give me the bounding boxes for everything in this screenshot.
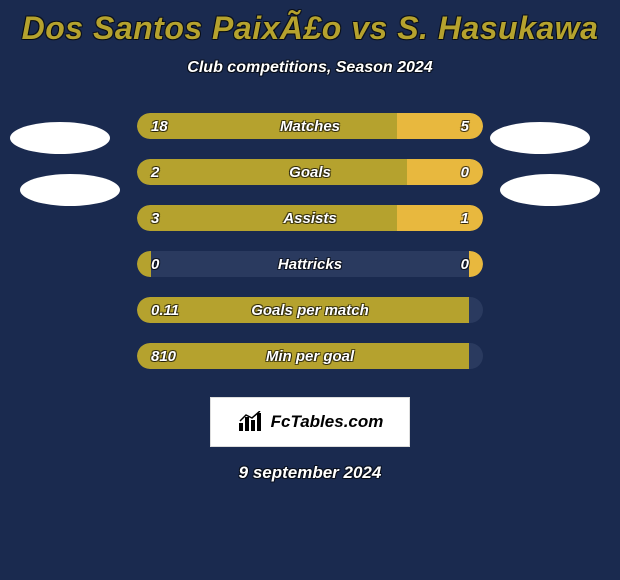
stat-row: 810Min per goal [137,343,483,369]
subtitle: Club competitions, Season 2024 [0,59,620,77]
logo-text: FcTables.com [271,412,384,432]
team-badge [490,122,590,154]
stat-label: Min per goal [137,343,483,369]
stat-row: 0.11Goals per match [137,297,483,323]
page-title: Dos Santos PaixÃ£o vs S. Hasukawa [0,0,620,47]
stat-row: 31Assists [137,205,483,231]
date-text: 9 september 2024 [0,463,620,483]
stat-label: Assists [137,205,483,231]
stat-label: Matches [137,113,483,139]
logo-box: FcTables.com [210,397,410,447]
stat-label: Goals per match [137,297,483,323]
stat-label: Hattricks [137,251,483,277]
stat-row: 185Matches [137,113,483,139]
stat-row: 00Hattricks [137,251,483,277]
stat-label: Goals [137,159,483,185]
team-badge [10,122,110,154]
team-badge [20,174,120,206]
chart-icon [237,411,265,433]
team-badge [500,174,600,206]
stat-row: 20Goals [137,159,483,185]
